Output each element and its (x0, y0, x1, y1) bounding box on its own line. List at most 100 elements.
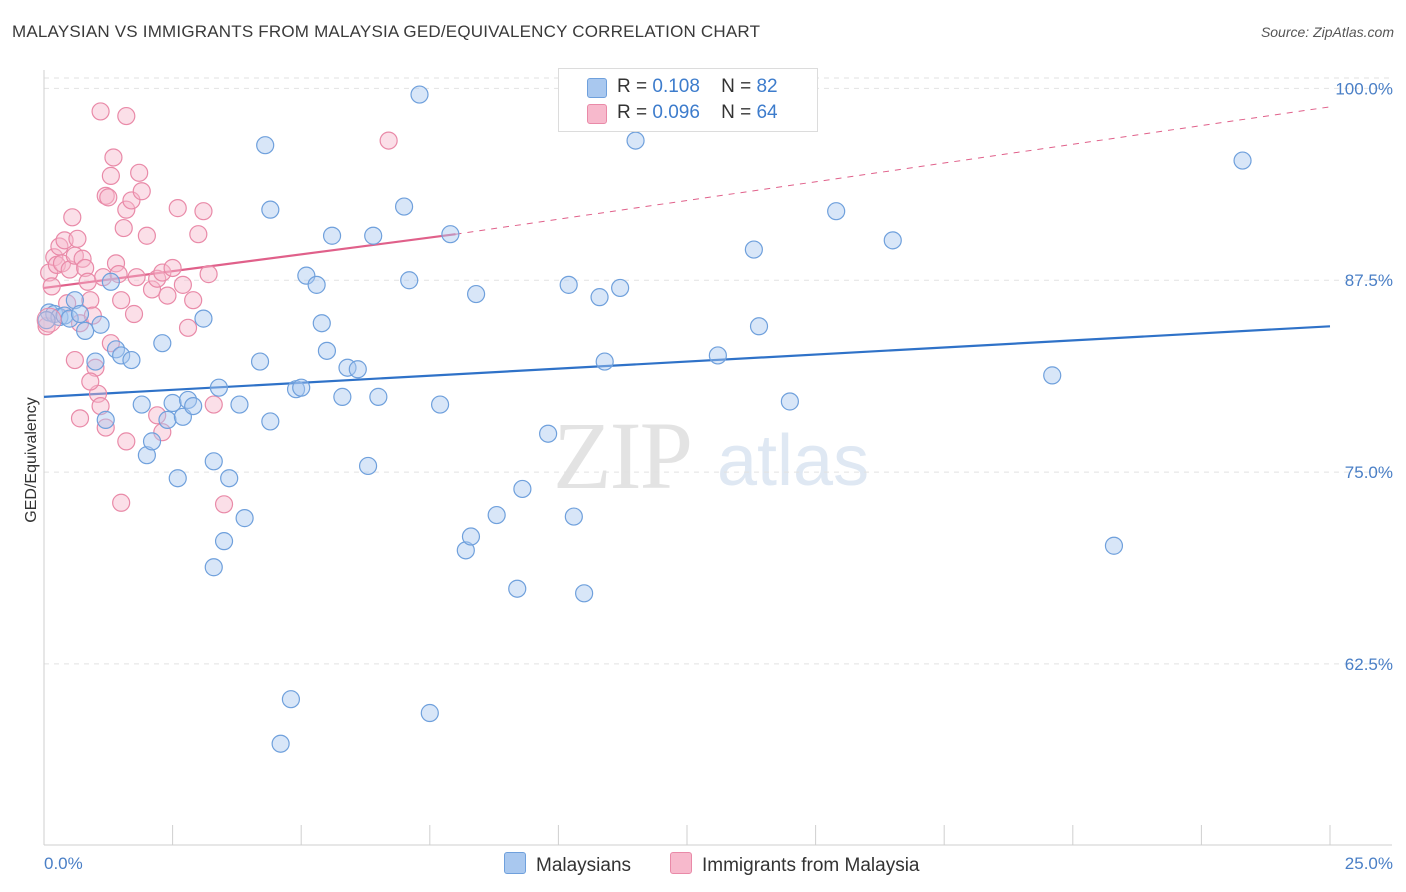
legend-box: R = 0.108 N = 82 R = 0.096 N = 64 (558, 68, 818, 132)
blue-point (122, 350, 141, 370)
pink-point (109, 265, 128, 284)
chart-title: MALAYSIAN VS IMMIGRANTS FROM MALAYSIA GE… (12, 22, 761, 41)
blue-point (142, 432, 162, 451)
legend-n-value-2: 64 (756, 102, 778, 123)
blue-point (91, 315, 110, 334)
blue-point (158, 410, 177, 430)
pink-point (158, 286, 177, 305)
blue-point (508, 579, 527, 598)
blue-point (112, 346, 131, 365)
pink-point (168, 199, 187, 218)
pink-point (142, 280, 162, 299)
blue-point (461, 527, 481, 546)
legend-n-label: N = (721, 102, 752, 123)
blue-point (410, 85, 429, 104)
pink-point (153, 263, 172, 282)
blue-point (430, 395, 450, 414)
pink-point (117, 432, 136, 451)
pink-point (63, 208, 82, 227)
legend-r-value-2: 0.096 (652, 102, 700, 123)
blue-point (333, 387, 352, 406)
bottom-legend-immigrants: Immigrants from Malaysia (670, 852, 920, 877)
pink-point (117, 200, 136, 219)
pink-point (42, 277, 61, 296)
legend-r-label: R = (617, 76, 648, 97)
legend-r-label: R = (617, 102, 648, 123)
blue-point (214, 532, 234, 551)
pink-trend-line (43, 233, 456, 290)
blue-point (744, 240, 763, 259)
blue-point (369, 387, 388, 406)
pink-point (194, 202, 213, 221)
x-tick-label: 0.0% (44, 854, 83, 873)
legend-n-value-1: 82 (756, 76, 778, 97)
blue-point (358, 456, 378, 476)
pink-point-large (36, 307, 62, 333)
pink-point (132, 182, 151, 201)
blue-point (153, 334, 172, 353)
blue-point (137, 446, 156, 465)
blue-point (364, 226, 383, 245)
pink-point (184, 291, 203, 310)
points-layer (36, 85, 1252, 753)
y-axis-label: GED/Equivalency (23, 397, 40, 522)
pink-point (78, 272, 97, 291)
pink-point (106, 254, 126, 273)
pink-point (124, 304, 144, 324)
bottom-legend-swatch-pink (670, 852, 692, 874)
blue-point (271, 734, 290, 753)
pink-point (204, 395, 223, 414)
pink-point (122, 191, 141, 210)
pink-point (68, 229, 87, 248)
bottom-legend-swatch-blue (504, 852, 526, 874)
blue-point (780, 392, 799, 411)
pink-point (117, 106, 136, 126)
blue-point (168, 469, 187, 488)
pink-trend-dashed (455, 106, 1331, 235)
blue-point (204, 452, 223, 471)
axis-layer (43, 70, 1392, 846)
blue-trend-line (43, 325, 1331, 398)
blue-point (230, 395, 249, 414)
blue-point (827, 202, 846, 221)
pink-point (130, 163, 149, 182)
pink-point (91, 396, 110, 416)
blue-point (261, 200, 280, 219)
watermark-zip: ZIP (553, 402, 693, 509)
blue-point (70, 304, 90, 324)
blue-point (65, 291, 84, 310)
blue-point (1233, 151, 1252, 170)
blue-point (86, 352, 105, 371)
pink-point (81, 291, 100, 310)
pink-point (112, 493, 131, 512)
bottom-legend-label-1: Malaysians (536, 855, 632, 876)
pink-point (65, 350, 84, 370)
pink-point (214, 495, 234, 514)
pink-point (76, 258, 95, 278)
blue-point (559, 275, 578, 294)
pink-point (60, 260, 79, 279)
blue-point (204, 558, 223, 577)
blue-point (132, 395, 151, 414)
pink-point (99, 188, 118, 207)
blue-point (595, 352, 614, 371)
pink-point (96, 418, 115, 437)
x-tick-label: 25.0% (1345, 854, 1393, 873)
blue-point (55, 306, 74, 325)
blue-point (883, 231, 902, 250)
blue-point (1043, 366, 1062, 385)
pink-point (148, 406, 167, 425)
pink-point (91, 102, 110, 121)
pink-point (86, 358, 105, 377)
pink-point (379, 131, 398, 150)
pink-point (127, 268, 146, 287)
pink-point (178, 318, 198, 337)
pink-point (137, 226, 156, 245)
blue-point (209, 378, 228, 397)
blue-point (441, 225, 460, 244)
blue-point (1104, 536, 1124, 555)
blue-point (281, 690, 301, 709)
legend-swatch-blue (587, 78, 607, 98)
pink-point (101, 166, 120, 185)
